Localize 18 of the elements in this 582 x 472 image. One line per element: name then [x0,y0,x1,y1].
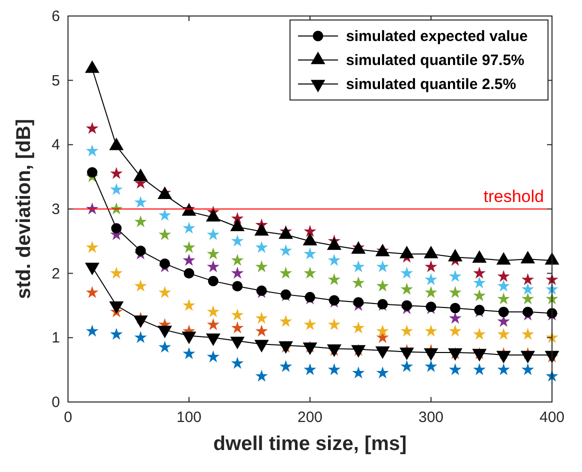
ref-line-label: treshold [484,187,544,206]
legend-label: simulated quantile 2.5% [346,76,516,93]
y-tick-label: 6 [52,8,60,25]
legend-label: simulated expected value [346,28,528,45]
y-tick-label: 4 [52,136,60,154]
y-tick-label: 1 [52,330,60,347]
x-tick-label: 100 [176,409,202,426]
y-tick-label: 2 [52,265,60,282]
y-tick-label: 3 [52,201,60,218]
x-tick-label: 400 [539,409,565,426]
y-tick-label: 5 [52,72,60,90]
x-tick-label: 300 [418,409,444,426]
x-tick-label: 200 [297,409,323,426]
legend-label: simulated quantile 97.5% [346,52,524,69]
y-tick-label: 0 [52,394,60,411]
y-axis-title: std. deviation, [dB] [13,119,35,299]
x-tick-label: 0 [64,409,72,426]
x-axis-title: dwell time size, [ms] [213,433,407,455]
